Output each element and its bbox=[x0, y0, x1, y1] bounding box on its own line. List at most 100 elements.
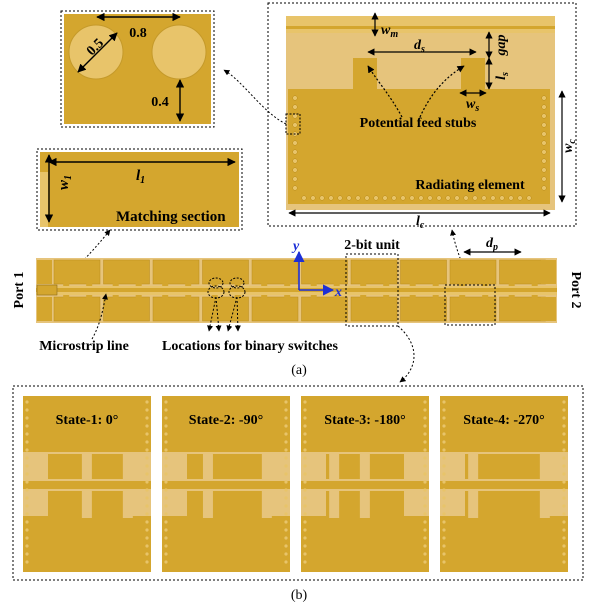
edge-block bbox=[37, 297, 52, 321]
feed-stub-bottom bbox=[360, 295, 367, 301]
via-dot bbox=[423, 480, 427, 484]
via-dot bbox=[423, 536, 427, 540]
inset-border bbox=[36, 148, 243, 231]
via-detail-inset: 0.8 0.5 0.4 bbox=[60, 10, 215, 128]
feed-stub-top bbox=[234, 280, 241, 286]
state-microstrip bbox=[23, 481, 151, 489]
via-dot bbox=[328, 195, 334, 201]
feed-stub-top bbox=[284, 280, 291, 286]
via-dot bbox=[442, 488, 446, 492]
state-microstrip bbox=[440, 481, 568, 489]
feed-stub-bottom bbox=[333, 295, 340, 301]
port2-label: Port 2 bbox=[568, 272, 583, 309]
patch-via-row bbox=[292, 95, 547, 201]
via-dot bbox=[423, 408, 427, 412]
element-box bbox=[444, 284, 496, 326]
via-dot bbox=[442, 496, 446, 500]
state-cell-1: State-1: 0° bbox=[23, 396, 151, 572]
via-dot bbox=[423, 488, 427, 492]
dp-label: dp bbox=[486, 236, 498, 253]
via-dot bbox=[284, 440, 288, 444]
state-stub-bottom bbox=[187, 491, 265, 516]
via-dot bbox=[442, 416, 446, 420]
feed-stubs-label: Potential feed stubs bbox=[360, 116, 477, 131]
state-switch-gap bbox=[468, 490, 479, 518]
microstrip-strip bbox=[286, 16, 555, 33]
element-top bbox=[301, 259, 348, 285]
via-dot bbox=[145, 432, 149, 436]
via-dot bbox=[562, 416, 566, 420]
via-dot bbox=[303, 488, 307, 492]
via-dot bbox=[423, 432, 427, 436]
element-top bbox=[53, 259, 101, 285]
via-dot bbox=[145, 552, 149, 556]
via-dot bbox=[303, 512, 307, 516]
via-dot bbox=[562, 464, 566, 468]
via-dot bbox=[284, 560, 288, 564]
feed-stub-top bbox=[409, 280, 416, 286]
via-dot bbox=[481, 195, 487, 201]
via-dot bbox=[319, 195, 325, 201]
feed-stub-bottom bbox=[284, 295, 291, 301]
via-dot bbox=[391, 195, 397, 201]
via-dot bbox=[442, 560, 446, 564]
via-dot bbox=[25, 488, 29, 492]
state-panel: State-1: 0° State-2: -90° State-3: -180° St… bbox=[12, 385, 584, 581]
via-dot bbox=[526, 195, 532, 201]
via-dot bbox=[25, 400, 29, 404]
via-dot bbox=[442, 552, 446, 556]
via-dot bbox=[562, 504, 566, 508]
via-dot bbox=[442, 424, 446, 428]
via-dot bbox=[284, 520, 288, 524]
via-dot bbox=[490, 195, 496, 201]
state-microstrip bbox=[162, 481, 290, 489]
via-dot bbox=[562, 520, 566, 524]
feed-stub-top bbox=[459, 280, 466, 286]
via-dot bbox=[562, 552, 566, 556]
via-dot bbox=[292, 149, 298, 155]
via-dot bbox=[25, 480, 29, 484]
feed-stub-top bbox=[432, 280, 439, 286]
via-dot bbox=[423, 520, 427, 524]
via-dot bbox=[164, 560, 168, 564]
state-cell-3: State-3: -180° bbox=[301, 396, 429, 572]
state-patch-top bbox=[301, 396, 429, 452]
via-dot bbox=[164, 520, 168, 524]
state-microstrip bbox=[301, 481, 429, 489]
via-dot bbox=[284, 408, 288, 412]
via-dot bbox=[164, 408, 168, 412]
feed-stub-bottom bbox=[459, 295, 466, 301]
via-dot bbox=[562, 536, 566, 540]
via-dot bbox=[303, 496, 307, 500]
via-dot bbox=[418, 195, 424, 201]
via-dot bbox=[562, 480, 566, 484]
state-patch-bottom bbox=[440, 516, 568, 572]
via-dot bbox=[25, 456, 29, 460]
via-dot bbox=[25, 528, 29, 532]
via-dot bbox=[303, 432, 307, 436]
element-bottom bbox=[202, 296, 249, 322]
via-dot bbox=[25, 464, 29, 468]
via-dot bbox=[541, 140, 547, 146]
lc-label: lc bbox=[416, 214, 425, 231]
via-dot bbox=[562, 432, 566, 436]
state-switch-gap bbox=[261, 452, 272, 480]
state-switch-gap bbox=[81, 490, 92, 518]
state-patch-bottom bbox=[23, 516, 151, 572]
element-top bbox=[400, 259, 447, 285]
via-dot bbox=[284, 544, 288, 548]
via-dot bbox=[303, 480, 307, 484]
via-dot bbox=[423, 528, 427, 532]
via-dot bbox=[541, 113, 547, 119]
via-dot bbox=[423, 560, 427, 564]
feed-stub-top bbox=[531, 280, 538, 286]
via-dot bbox=[284, 400, 288, 404]
feed-stub-top bbox=[261, 280, 268, 286]
via-dot bbox=[562, 512, 566, 516]
via-dot bbox=[423, 464, 427, 468]
state-switch-gap bbox=[122, 490, 133, 518]
via-dot bbox=[284, 432, 288, 436]
via-dot bbox=[145, 440, 149, 444]
via-dot bbox=[301, 195, 307, 201]
